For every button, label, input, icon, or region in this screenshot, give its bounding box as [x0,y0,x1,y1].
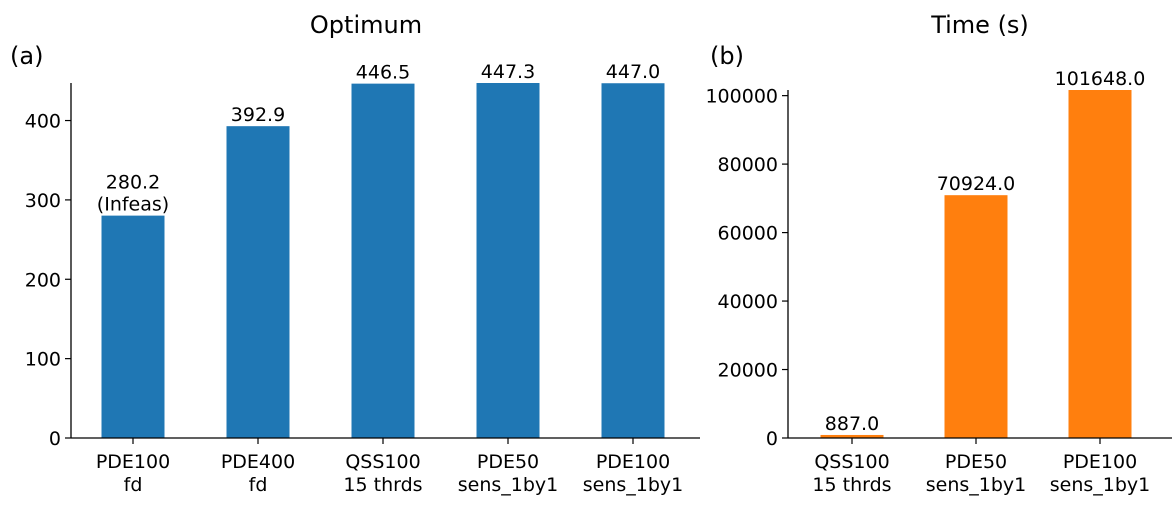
chart-title: Time (s) [930,11,1029,39]
chart-title: Optimum [310,11,422,39]
bar [601,83,665,438]
x-tick-label: PDE50 sens_1by1 [926,451,1027,496]
x-tick-label: PDE400 fd [221,451,295,496]
data-label: 447.3 [481,61,535,83]
y-tick-label: 0 [49,428,61,450]
x-tick-label: QSS100 15 thrds [343,451,422,496]
x-tick-label: PDE100 sens_1by1 [1050,451,1151,496]
y-tick-label: 100 [25,349,61,371]
y-tick-label: 200 [25,269,61,291]
data-label: 70924.0 [937,173,1016,195]
bar [1068,90,1132,438]
y-tick-label: 0 [766,428,778,450]
y-tick-label: 40000 [718,291,778,313]
data-label: 446.5 [356,62,410,84]
bar [476,83,540,438]
data-label: 392.9 [231,104,285,126]
bar [351,83,415,438]
bar [820,434,884,438]
panel-label: (a) [10,42,43,70]
x-tick-label: PDE100 sens_1by1 [583,451,684,496]
chart-panel-a: Optimum (a) 280.2 (Infeas) PDE100 fd 392.9 PDE4… [10,11,700,496]
data-label: 280.2 (Infeas) [97,172,169,216]
bar [101,215,165,438]
y-tick-label: 300 [25,190,61,212]
y-tick-label: 80000 [718,154,778,176]
y-tick-label: 400 [25,111,61,133]
data-label: 101648.0 [1055,68,1146,90]
x-tick-label: PDE100 fd [96,451,170,496]
bar [944,195,1008,438]
bar [226,126,290,438]
chart-panel-b: Time (s) (b) 887.0 QSS100 15 thrds 70924.0 PDE… [705,11,1172,496]
y-tick-label: 100000 [705,86,778,108]
y-tick-label: 60000 [718,223,778,245]
x-tick-label: PDE50 sens_1by1 [458,451,559,496]
y-tick-label: 20000 [718,360,778,382]
x-tick-label: QSS100 15 thrds [812,451,891,496]
panel-label: (b) [710,42,744,70]
data-label: 887.0 [825,413,879,435]
data-label: 447.0 [606,61,660,83]
